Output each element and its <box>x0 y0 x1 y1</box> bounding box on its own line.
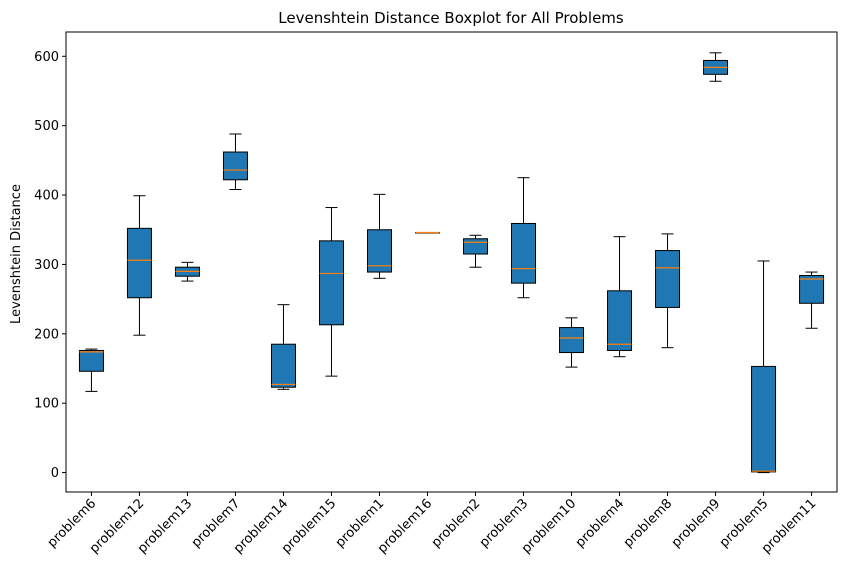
box-problem3 <box>511 177 537 299</box>
y-tick-label: 300 <box>34 258 59 273</box>
box-problem12 <box>126 195 152 336</box>
box-problem11 <box>799 271 825 329</box>
y-axis: 0 100 200 300 400 500 600 <box>34 50 66 481</box>
iqr-box <box>799 275 825 304</box>
boxes-group <box>78 52 825 474</box>
iqr-box <box>366 229 392 273</box>
chart-title: Levenshtein Distance Boxplot for All Pro… <box>278 9 624 27</box>
y-tick-label: 400 <box>34 189 59 204</box>
iqr-box <box>559 327 585 354</box>
y-tick-label: 0 <box>51 466 59 481</box>
iqr-box <box>607 290 633 351</box>
box-problem2 <box>463 234 489 268</box>
y-tick-label: 500 <box>34 119 59 134</box>
box-problem8 <box>655 233 681 349</box>
box-problem14 <box>270 304 296 390</box>
iqr-box <box>751 365 777 473</box>
iqr-box <box>511 222 537 284</box>
box-problem15 <box>318 207 344 377</box>
y-tick-label: 600 <box>34 50 59 65</box>
plot-frame <box>65 31 838 493</box>
box-problem4 <box>607 236 633 358</box>
box-problem16 <box>414 231 440 234</box>
iqr-box <box>318 240 344 326</box>
box-problem5 <box>751 260 777 474</box>
iqr-box <box>126 227 152 299</box>
box-problem10 <box>559 317 585 368</box>
iqr-box <box>78 349 104 372</box>
iqr-box <box>463 238 489 255</box>
box-problem7 <box>222 133 248 190</box>
box-problem13 <box>174 261 200 282</box>
iqr-box <box>655 250 681 308</box>
y-axis-label: Levenshtein Distance <box>9 184 24 324</box>
iqr-box <box>270 343 296 388</box>
y-tick-label: 100 <box>34 397 59 412</box>
y-tick-label: 200 <box>34 327 59 342</box>
box-problem9 <box>703 52 729 82</box>
iqr-box <box>222 151 248 181</box>
box-problem1 <box>366 193 392 279</box>
box-problem6 <box>78 348 104 392</box>
